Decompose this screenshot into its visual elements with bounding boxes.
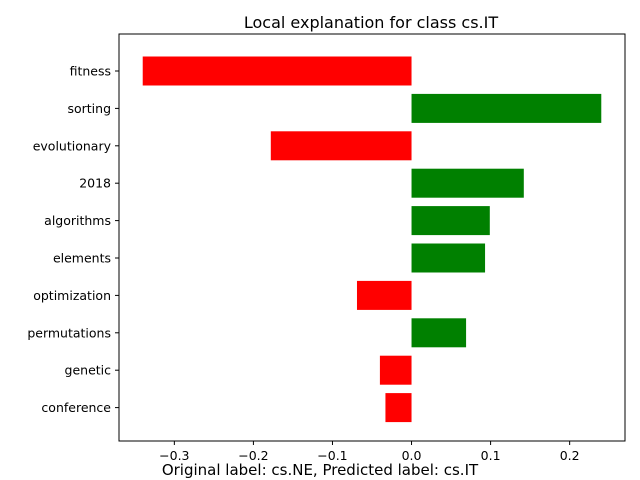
y-tick-label: evolutionary bbox=[33, 138, 112, 153]
x-tick-label: 0.2 bbox=[560, 448, 580, 463]
y-tick-label: conference bbox=[41, 400, 111, 415]
bar-genetic bbox=[379, 355, 412, 385]
bar-permutations bbox=[411, 318, 467, 348]
bar-conference bbox=[385, 393, 412, 423]
y-tick-label: genetic bbox=[65, 363, 112, 378]
plot-frame bbox=[118, 33, 626, 442]
x-tick-label: −0.3 bbox=[159, 448, 189, 463]
bar-algorithms bbox=[411, 206, 490, 236]
y-tick-label: algorithms bbox=[44, 213, 111, 228]
x-tick-label: 0.1 bbox=[481, 448, 501, 463]
chart-title: Local explanation for class cs.IT bbox=[244, 13, 499, 32]
x-axis: −0.3 −0.2 −0.1 0.0 0.1 0.2 bbox=[159, 441, 580, 463]
y-tick-label: fitness bbox=[70, 64, 111, 79]
bar-optimization bbox=[356, 280, 412, 310]
bar-fitness bbox=[142, 56, 412, 86]
y-axis: fitness sorting evolutionary 2018 algorithms… bbox=[27, 64, 119, 415]
bar-2018 bbox=[411, 168, 524, 198]
bar-elements bbox=[411, 243, 486, 273]
y-tick-label: permutations bbox=[27, 325, 111, 340]
y-tick-label: elements bbox=[53, 251, 111, 266]
y-tick-label: optimization bbox=[33, 288, 111, 303]
bar-sorting bbox=[411, 93, 602, 123]
x-tick-label: −0.2 bbox=[238, 448, 268, 463]
bars-group bbox=[142, 56, 602, 423]
bar-evolutionary bbox=[270, 131, 412, 161]
y-tick-label: 2018 bbox=[79, 176, 111, 191]
prediction-caption: Original label: cs.NE, Predicted label: … bbox=[162, 461, 479, 479]
y-tick-label: sorting bbox=[67, 101, 111, 116]
x-tick-label: 0.0 bbox=[402, 448, 422, 463]
x-tick-label: −0.1 bbox=[317, 448, 347, 463]
